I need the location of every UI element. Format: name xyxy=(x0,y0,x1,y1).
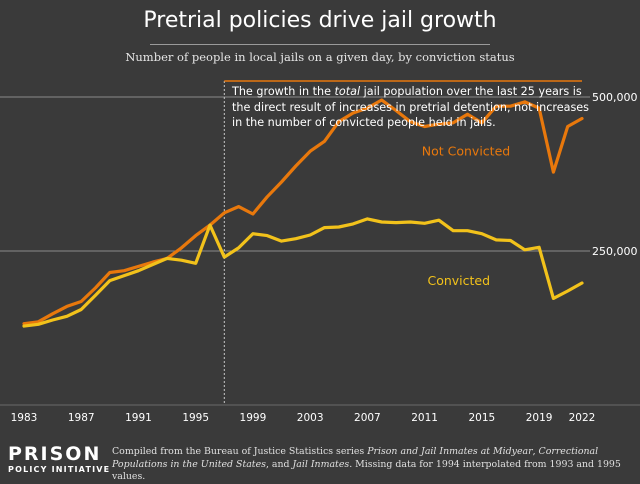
series-line-convicted xyxy=(22,217,584,328)
source-title-3: Jail Inmates xyxy=(292,458,350,470)
annotation-part1: The growth in the xyxy=(232,85,335,98)
series-line-not-convicted xyxy=(22,98,584,326)
x-tick-label-1995: 1995 xyxy=(182,412,209,424)
y-tick-label-0: 250,000 xyxy=(592,245,638,258)
chart-subtitle: Number of people in local jails on a giv… xyxy=(125,50,515,64)
x-tick-label-1987: 1987 xyxy=(68,412,95,424)
series-label-convicted: Convicted xyxy=(427,273,490,288)
annotation-text: The growth in the total jail population … xyxy=(232,84,592,131)
title-divider xyxy=(150,44,490,45)
source-sep-2: , and xyxy=(265,458,293,470)
series-label-not-convicted: Not Convicted xyxy=(422,143,510,158)
x-tick-label-2011: 2011 xyxy=(411,412,438,424)
x-tick-label-2019: 2019 xyxy=(526,412,553,424)
annotation-emphasis: total xyxy=(334,85,361,98)
y-tick-label-1: 500,000 xyxy=(592,91,638,104)
logo-line1: PRISON xyxy=(8,443,102,465)
x-tick-label-2003: 2003 xyxy=(297,412,324,424)
source-sep-1: , xyxy=(532,446,539,457)
source-suffix: . Missing data for 1994 interpolated fro… xyxy=(112,458,621,483)
chart-title: Pretrial policies drive jail growth xyxy=(143,8,497,33)
source-title-2: Correctional Populations in the United S… xyxy=(112,446,599,470)
x-tick-label-1999: 1999 xyxy=(240,412,267,424)
annotation-part2: jail population over the last 25 years i… xyxy=(232,85,589,129)
x-tick-label-2007: 2007 xyxy=(354,412,381,424)
x-tick-label-2022: 2022 xyxy=(569,412,596,424)
x-tick-label-1983: 1983 xyxy=(11,412,38,424)
x-tick-label-1991: 1991 xyxy=(125,412,152,424)
source-prefix: Compiled from the Bureau of Justice Stat… xyxy=(112,446,368,457)
prison-policy-logo: PRISON POLICY INITIATIVE xyxy=(8,444,110,475)
source-title-1: Prison and Jail Inmates at Midyear xyxy=(367,446,533,457)
x-tick-label-2015: 2015 xyxy=(468,412,495,424)
logo-line2: POLICY INITIATIVE xyxy=(8,465,111,474)
source-note: Compiled from the Bureau of Justice Stat… xyxy=(112,446,632,484)
